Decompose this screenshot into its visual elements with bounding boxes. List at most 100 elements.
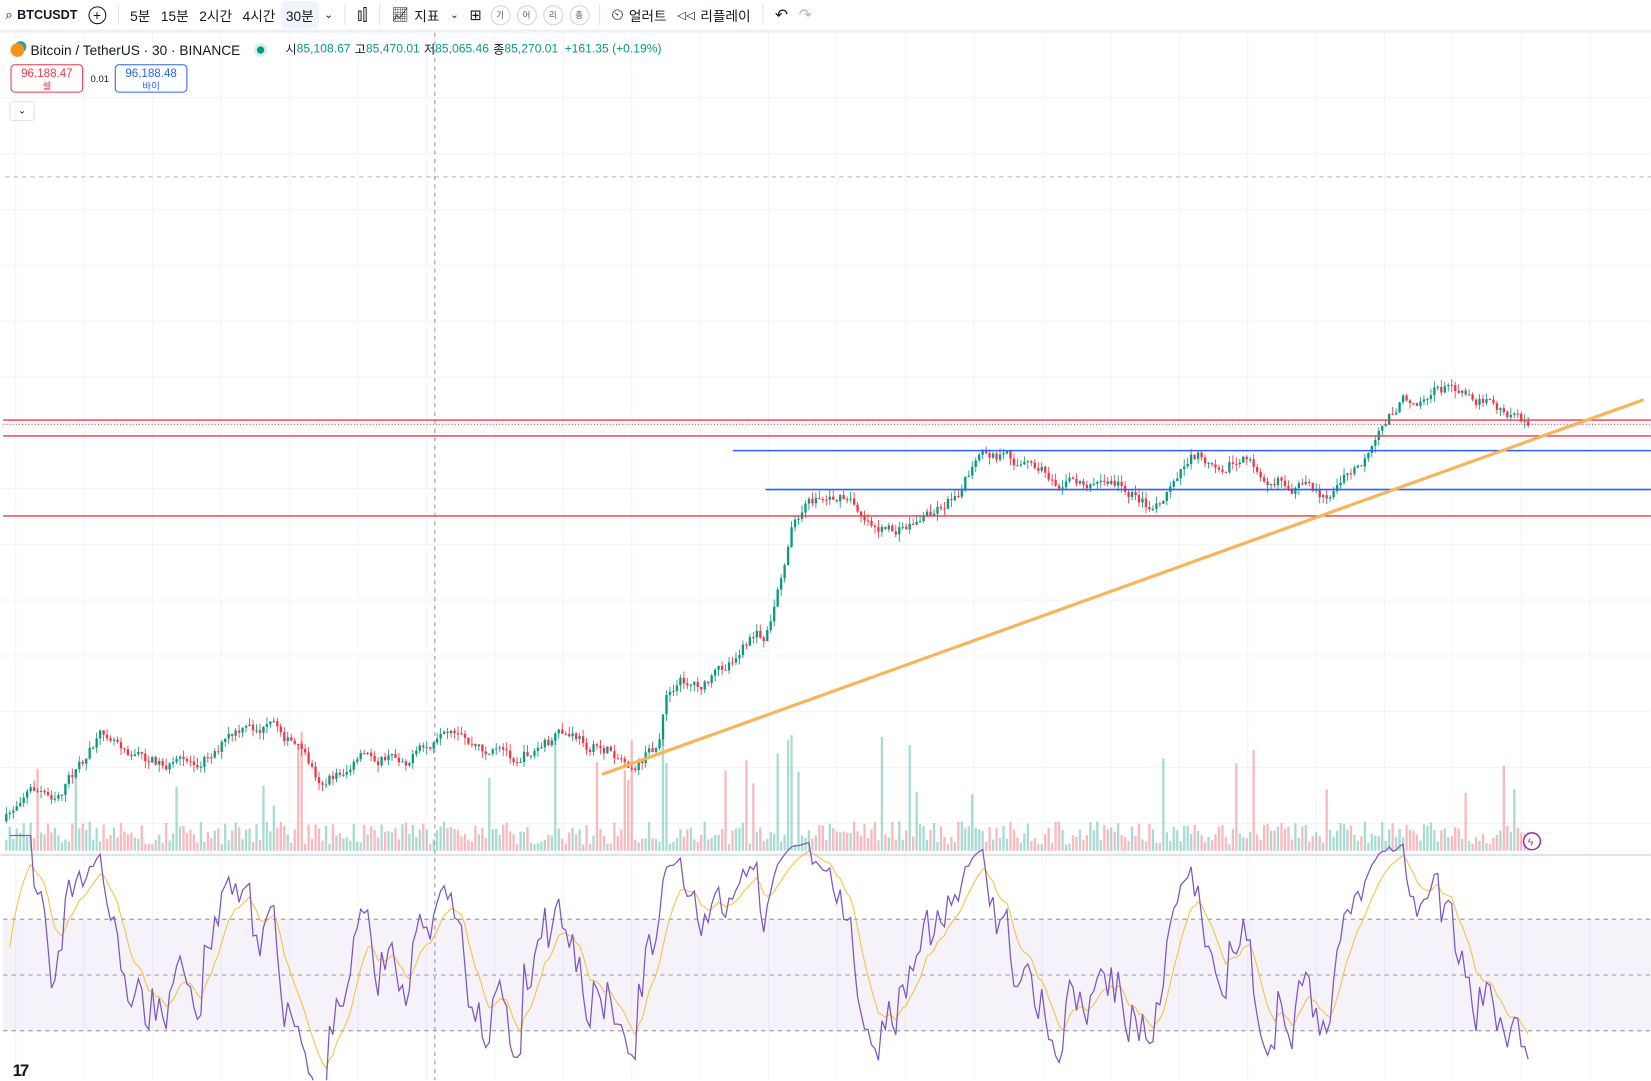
volume-bar bbox=[529, 842, 533, 851]
interval-15m[interactable]: 15분 bbox=[160, 7, 189, 24]
candle-body bbox=[1488, 399, 1492, 401]
volume-bar bbox=[769, 831, 772, 851]
sell-button[interactable]: 96,188.47 셀 bbox=[10, 64, 84, 93]
quick-button-2[interactable]: 어 bbox=[516, 4, 537, 25]
candle-body bbox=[1283, 480, 1287, 487]
quick-button-3[interactable]: 리 bbox=[542, 4, 563, 25]
candle-body bbox=[717, 665, 720, 670]
volume-bar bbox=[1457, 828, 1460, 851]
candle-body bbox=[1259, 471, 1262, 478]
candle-body bbox=[755, 630, 758, 638]
candle-body bbox=[425, 747, 428, 749]
quick-button-1[interactable]: 기 bbox=[490, 4, 511, 25]
candle-body bbox=[978, 454, 981, 461]
volume-bar bbox=[526, 826, 529, 851]
trend-line bbox=[601, 398, 1645, 776]
volume-bar bbox=[713, 834, 717, 851]
candle-body bbox=[974, 460, 977, 467]
volume-bar bbox=[161, 843, 164, 851]
volume-bar bbox=[467, 840, 470, 851]
candle-body bbox=[1290, 488, 1294, 494]
candle-body bbox=[203, 757, 206, 767]
tradingview-logo[interactable]: 17 bbox=[12, 1062, 30, 1081]
volume-bar bbox=[991, 839, 995, 851]
interval-2h[interactable]: 2시간 bbox=[199, 7, 233, 24]
candle-body bbox=[1412, 403, 1415, 405]
volume-bar bbox=[661, 729, 665, 851]
volume-bar bbox=[1186, 825, 1189, 851]
volume-bar bbox=[502, 824, 505, 851]
volume-bar bbox=[686, 829, 689, 851]
indicators-button[interactable]: 📈︎ 지표 bbox=[386, 1, 444, 28]
interval-dropdown[interactable]: ⌄ bbox=[319, 1, 338, 28]
chart-canvas[interactable]: ϟ bbox=[0, 32, 1651, 1081]
candle-body bbox=[1325, 495, 1328, 499]
volume-bar bbox=[1183, 825, 1186, 851]
volume-bar bbox=[1408, 829, 1412, 851]
volume-bar bbox=[1030, 841, 1033, 851]
candle-body bbox=[1186, 463, 1189, 467]
volume-bar bbox=[971, 794, 974, 851]
volume-bar bbox=[175, 786, 178, 851]
candle-body bbox=[498, 747, 501, 749]
volume-bar bbox=[912, 836, 915, 851]
volume-bar bbox=[1141, 839, 1144, 851]
volume-bar bbox=[1217, 826, 1221, 851]
replay-button[interactable]: ◁◁ 리플레이 bbox=[672, 1, 756, 28]
candle-body bbox=[502, 747, 505, 750]
templates-button[interactable]: ⊞ bbox=[464, 1, 487, 28]
interval-30m[interactable]: 30분 bbox=[280, 1, 319, 29]
candle-body bbox=[92, 747, 95, 749]
volume-bar bbox=[821, 825, 824, 851]
candle-body bbox=[321, 783, 324, 785]
buy-button[interactable]: 96,188.48 바이 bbox=[114, 64, 188, 93]
candle-body bbox=[224, 738, 227, 742]
divider bbox=[598, 4, 600, 26]
candle-body bbox=[1012, 458, 1016, 466]
candle-body bbox=[741, 644, 745, 655]
sell-label: 셀 bbox=[42, 81, 52, 92]
volume-bar bbox=[78, 828, 81, 851]
candle-body bbox=[762, 637, 765, 642]
candle-body bbox=[568, 733, 571, 737]
candle-body bbox=[168, 763, 171, 770]
volume-bar bbox=[1064, 844, 1068, 851]
redo-button[interactable]: ↷ bbox=[793, 1, 817, 28]
volume-bar bbox=[1057, 821, 1061, 851]
volume-bar bbox=[748, 843, 752, 851]
candle-body bbox=[1301, 483, 1304, 485]
chart-type-button[interactable]: ⫾⫿ bbox=[352, 1, 373, 28]
compare-add-button[interactable]: + bbox=[83, 1, 111, 28]
interval-4h[interactable]: 4시간 bbox=[242, 7, 276, 24]
candle-body bbox=[1176, 478, 1179, 481]
symbol-search-button[interactable]: ⌕ BTCUSDT bbox=[0, 1, 83, 28]
candle-body bbox=[852, 498, 856, 505]
rsi-line bbox=[9, 834, 1529, 1081]
volume-bar bbox=[418, 829, 421, 851]
low-value: 85,065.46 bbox=[435, 43, 490, 56]
volume-bar bbox=[1106, 829, 1109, 851]
volume-bar bbox=[936, 842, 939, 851]
legend-collapse-button[interactable]: ⌄ bbox=[9, 101, 35, 122]
quick-button-4[interactable]: 총 bbox=[569, 4, 590, 25]
volume-bar bbox=[1415, 834, 1419, 851]
volume-bar bbox=[5, 839, 8, 851]
indicators-dropdown[interactable]: ⌄ bbox=[445, 1, 464, 28]
undo-button[interactable]: ↶ bbox=[770, 1, 794, 28]
candle-body bbox=[1457, 391, 1460, 393]
candle-body bbox=[26, 791, 29, 798]
volume-bar bbox=[1016, 837, 1019, 851]
candle-body bbox=[199, 766, 203, 768]
candle-body bbox=[15, 806, 18, 811]
volume-bar bbox=[300, 731, 303, 851]
volume-bar bbox=[349, 840, 352, 851]
interval-5m[interactable]: 5분 bbox=[130, 7, 151, 24]
volume-bar bbox=[515, 844, 519, 851]
volume-bar bbox=[887, 837, 891, 851]
candle-body bbox=[1266, 481, 1269, 486]
candle-body bbox=[1297, 483, 1301, 488]
volume-bar bbox=[286, 834, 289, 851]
candle-body bbox=[29, 787, 32, 792]
alert-button[interactable]: ⏲ 얼러트 bbox=[606, 1, 672, 28]
